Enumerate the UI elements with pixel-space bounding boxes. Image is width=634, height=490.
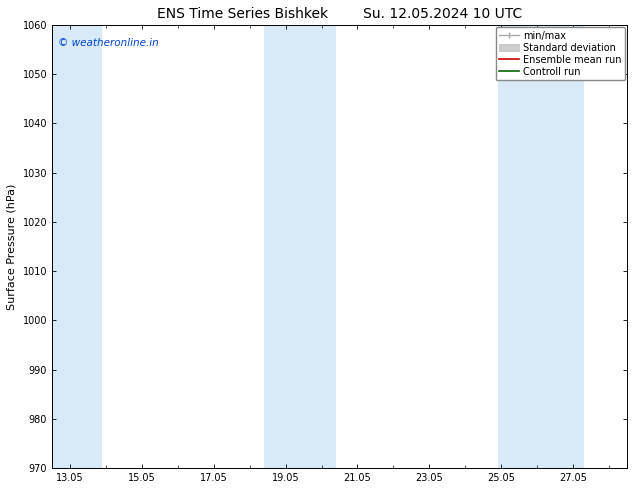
Bar	[52, 25, 102, 468]
Text: © weatheronline.in: © weatheronline.in	[58, 38, 158, 48]
Y-axis label: Surface Pressure (hPa): Surface Pressure (hPa)	[7, 183, 17, 310]
Title: ENS Time Series Bishkek        Su. 12.05.2024 10 UTC: ENS Time Series Bishkek Su. 12.05.2024 1…	[157, 7, 522, 21]
Bar	[498, 25, 584, 468]
Legend: min/max, Standard deviation, Ensemble mean run, Controll run: min/max, Standard deviation, Ensemble me…	[496, 27, 625, 80]
Bar	[264, 25, 336, 468]
